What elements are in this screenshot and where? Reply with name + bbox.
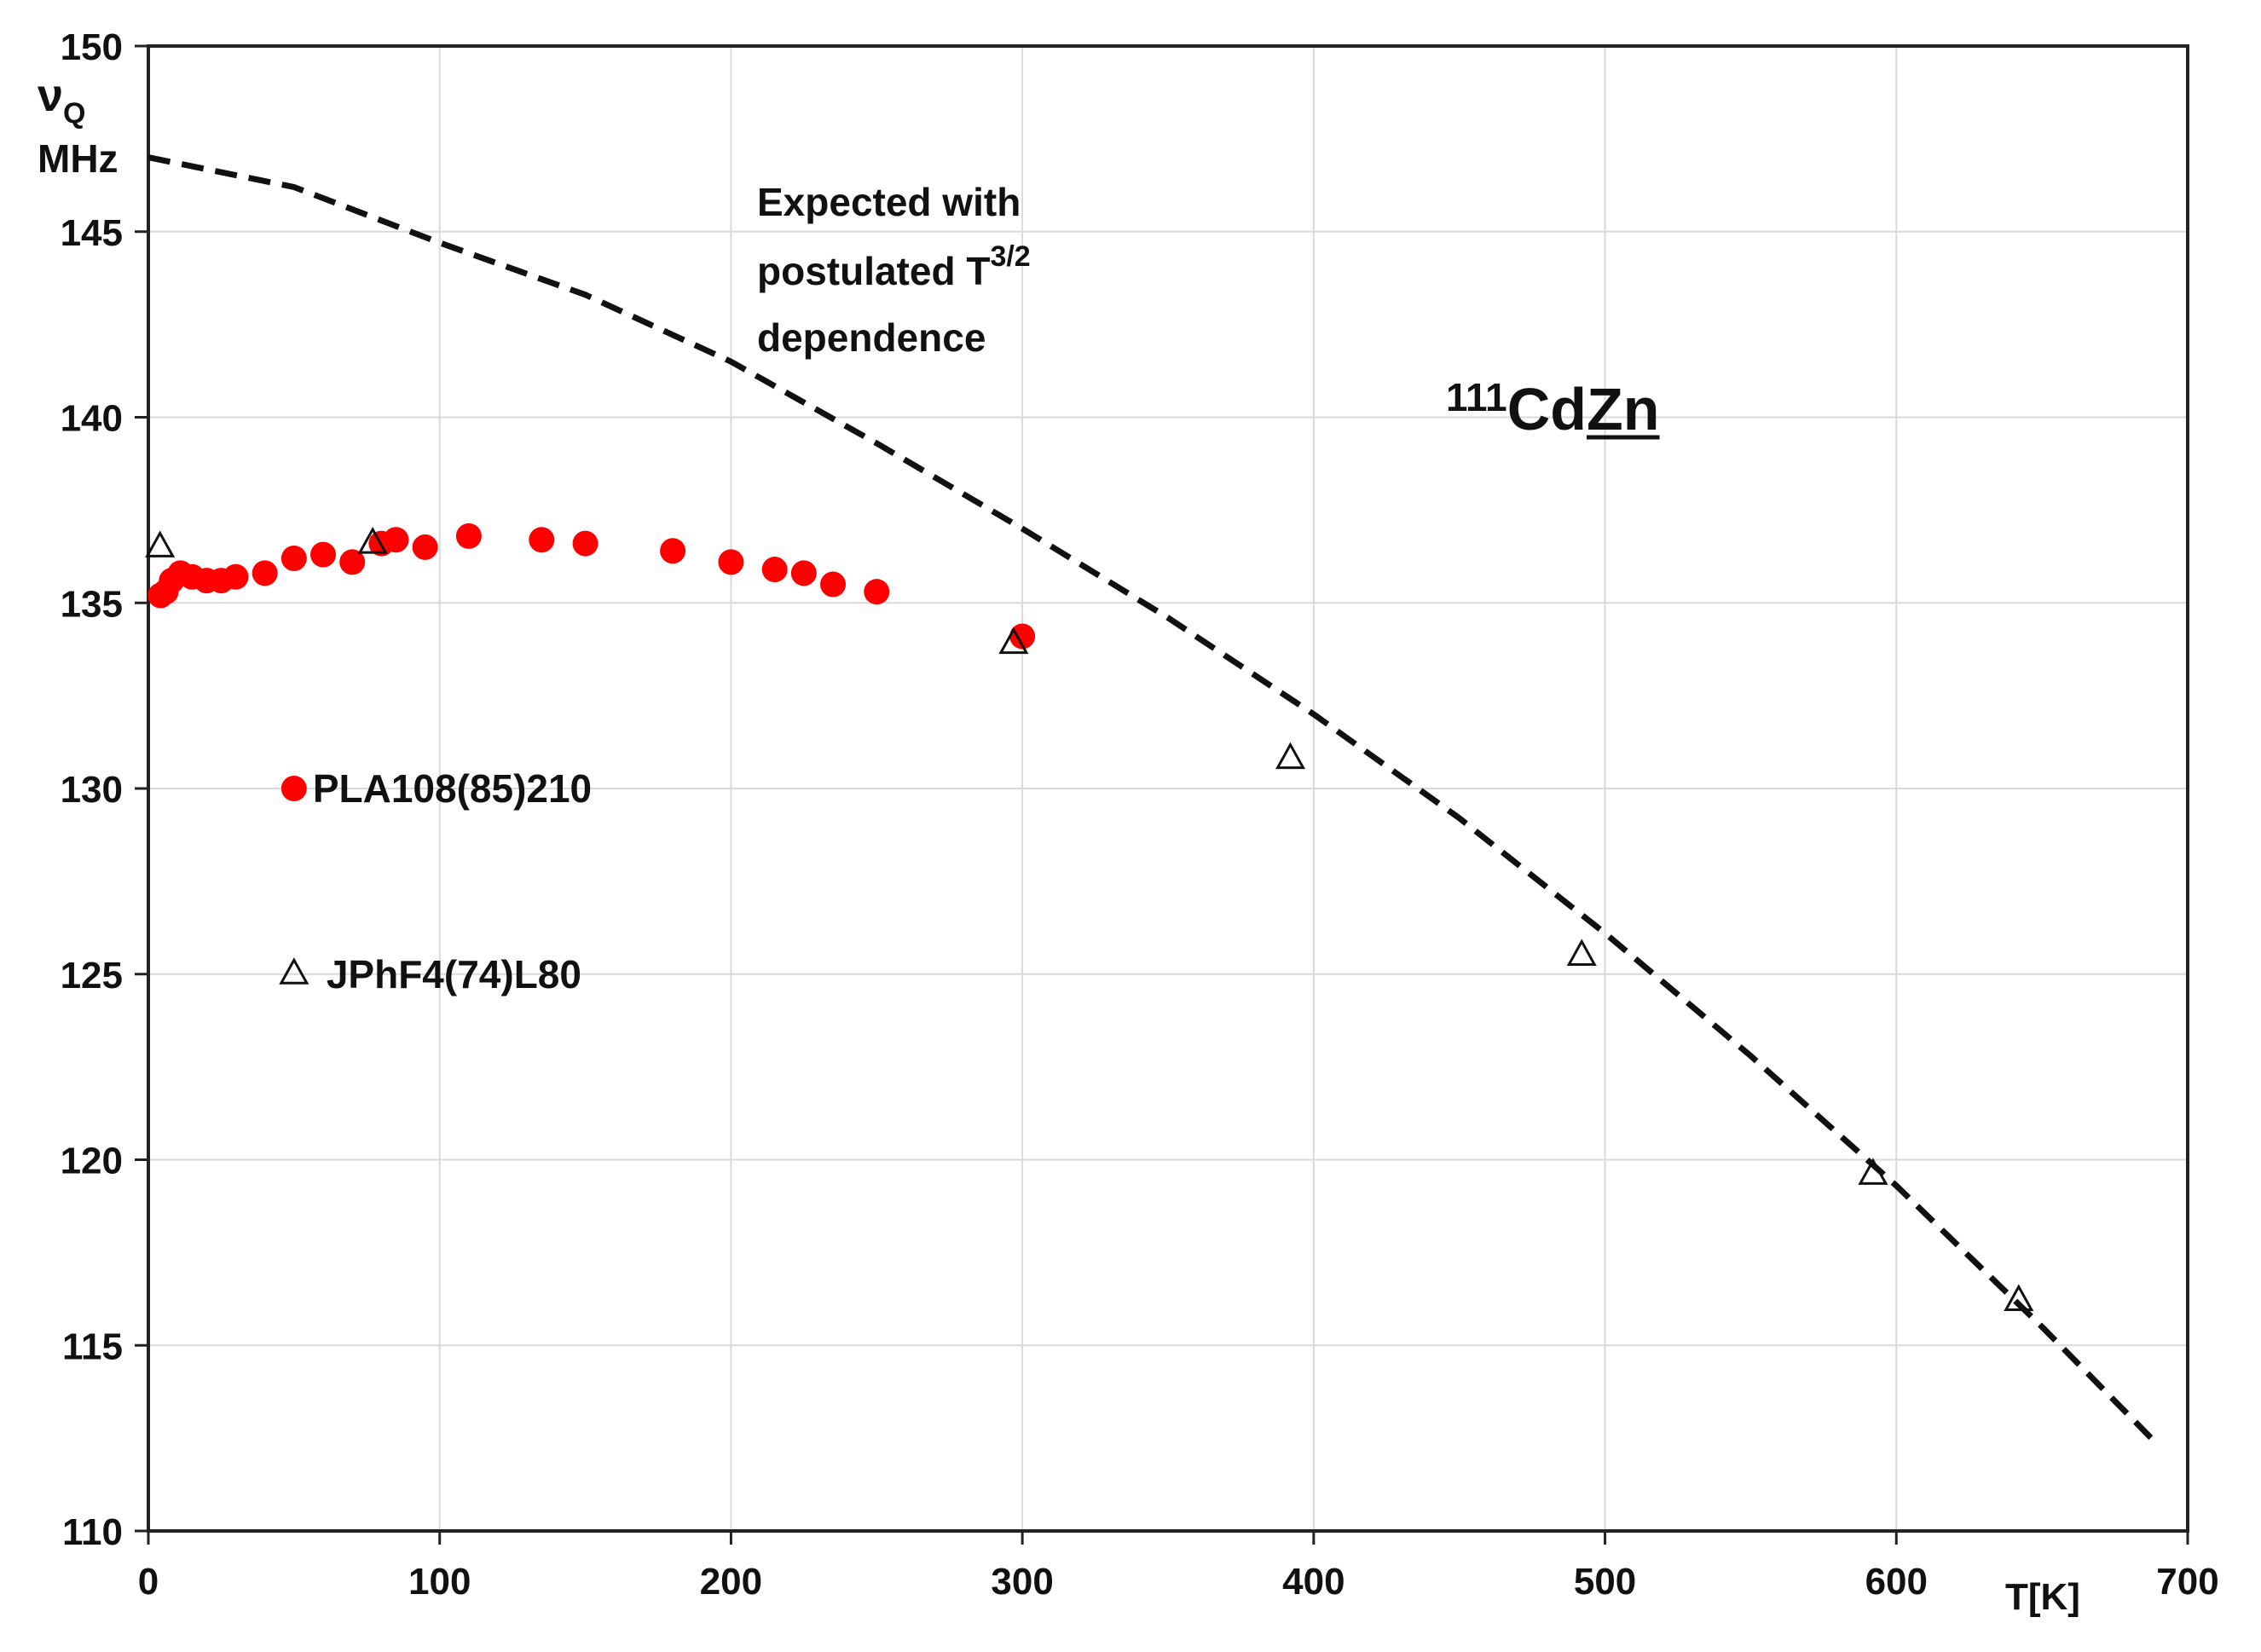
x-tick-label: 0 (138, 1561, 159, 1603)
data-point-pla (864, 579, 890, 605)
annotation-line-3: dependence (757, 315, 986, 360)
data-point-pla (572, 530, 598, 557)
y-tick-label: 135 (61, 583, 123, 625)
data-point-jphf (1858, 1158, 1888, 1185)
legend-marker-jphf (279, 957, 309, 985)
x-tick-label: 200 (700, 1561, 762, 1603)
data-point-pla (339, 549, 366, 575)
data-point-pla (660, 538, 686, 564)
y-axis-unit: MHz (38, 136, 119, 181)
data-point-pla (223, 563, 249, 590)
y-tick-label: 140 (61, 398, 123, 440)
data-point-pla (761, 557, 788, 583)
y-tick-label: 115 (62, 1326, 123, 1367)
data-point-pla (820, 571, 847, 598)
data-point-pla (310, 541, 337, 568)
data-point-jphf (2004, 1284, 2034, 1311)
title-isotope: 111 (1446, 375, 1507, 419)
data-series (145, 523, 2034, 1311)
x-tick-label: 300 (991, 1561, 1053, 1603)
annotation-line-2-sup: 3/2 (990, 240, 1030, 273)
data-point-jphf (145, 530, 176, 557)
legend-label-pla: PLA108(85)210 (313, 766, 592, 811)
data-point-pla (529, 527, 555, 553)
x-tick-label: 500 (1574, 1561, 1636, 1603)
x-tick-label: 700 (2156, 1561, 2218, 1603)
data-point-pla (252, 560, 278, 586)
x-axis-label: T[K] (2005, 1576, 2080, 1618)
y-axis-label-sub: Q (63, 97, 85, 130)
x-tick-label: 600 (1865, 1561, 1928, 1603)
title-element-cd: Cd (1507, 376, 1587, 442)
y-axis-label: νQ (38, 70, 86, 130)
y-tick-label: 150 (61, 26, 123, 68)
data-point-pla (280, 545, 307, 571)
y-tick-label: 110 (62, 1511, 123, 1553)
y-axis-ticks: 110 115 120 125 130 135 140 145 150 (61, 26, 148, 1553)
data-point-pla (790, 560, 817, 586)
legend: PLA108(85)210 JPhF4(74)L80 (279, 766, 592, 996)
data-point-jphf (357, 526, 388, 554)
data-point-jphf (1275, 742, 1306, 770)
x-tick-label: 400 (1282, 1561, 1344, 1603)
y-tick-label: 145 (61, 212, 123, 254)
expected-curve (147, 154, 2161, 1448)
annotation-line-1: Expected with (757, 180, 1021, 224)
data-point-jphf (1566, 939, 1597, 966)
x-axis-ticks: 0 100 200 300 400 500 600 700 (138, 1531, 2219, 1603)
data-point-pla (412, 534, 438, 560)
annotation-line-2: postulated T3/2 (757, 240, 1031, 293)
legend-marker-pla (280, 776, 307, 801)
data-point-pla (455, 523, 482, 549)
legend-label-jphf: JPhF4(74)L80 (327, 952, 581, 996)
y-tick-label: 130 (61, 769, 123, 811)
y-tick-label: 120 (61, 1141, 123, 1182)
data-point-pla (1009, 623, 1036, 650)
data-point-pla (718, 549, 744, 575)
y-axis-label-symbol: ν (38, 70, 63, 121)
chart-title: 111CdZn (1446, 375, 1660, 442)
expected-curve-line (147, 154, 2161, 1448)
y-tick-label: 125 (61, 955, 123, 996)
title-element-zn: Zn (1587, 376, 1660, 442)
x-tick-label: 100 (408, 1561, 471, 1603)
data-point-pla (383, 527, 409, 553)
data-point-jphf (998, 627, 1029, 655)
annotation-line-2-text: postulated T (757, 249, 990, 293)
